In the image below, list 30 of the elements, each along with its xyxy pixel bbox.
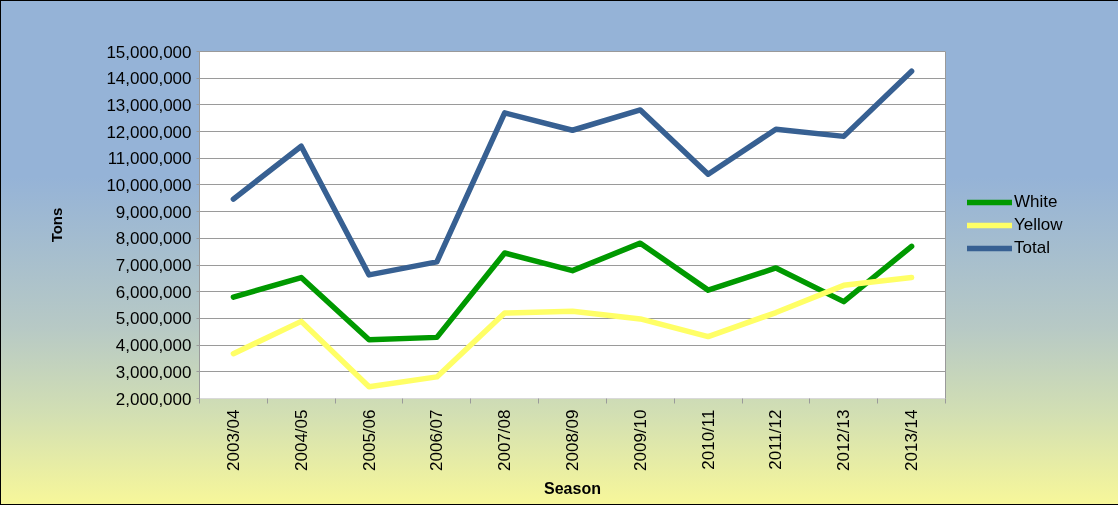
y-tick-label: 10,000,000: [106, 175, 192, 195]
legend-label: White: [1014, 191, 1058, 212]
x-tick-label: 2006/07: [427, 409, 447, 471]
y-tick-label: 8,000,000: [115, 229, 192, 249]
x-tick-label: 2010/11: [698, 409, 718, 470]
y-tick-label: 3,000,000: [115, 362, 192, 382]
y-tick-label: 9,000,000: [115, 202, 192, 222]
x-tick-label: 2004/05: [291, 409, 311, 471]
y-tick-label: 14,000,000: [106, 69, 192, 89]
x-tick-label: 2005/06: [359, 409, 379, 471]
legend-label: Yellow: [1014, 214, 1063, 235]
y-axis-title: Tons: [48, 207, 66, 243]
legend-label: Total: [1014, 237, 1050, 258]
y-tick-label: 7,000,000: [115, 256, 192, 276]
x-tick-label: 2012/13: [834, 409, 854, 471]
x-axis-title: Season: [544, 479, 601, 497]
x-tick-label: 2007/08: [495, 409, 515, 471]
y-tick-label: 15,000,000: [106, 42, 192, 62]
y-tick-label: 6,000,000: [115, 282, 192, 302]
y-tick-label: 11,000,000: [107, 149, 192, 169]
x-tick-label: 2013/14: [902, 409, 922, 471]
y-tick-label: 4,000,000: [115, 336, 192, 356]
x-tick-label: 2003/04: [223, 409, 243, 471]
y-tick-label: 12,000,000: [106, 122, 192, 142]
x-tick-label: 2008/09: [563, 409, 582, 471]
x-tick-label: 2011/12: [766, 409, 786, 470]
x-tick-label: 2009/10: [630, 409, 650, 471]
y-tick-label: 2,000,000: [115, 389, 192, 409]
y-tick-label: 5,000,000: [115, 309, 192, 329]
y-tick-label: 13,000,000: [106, 95, 192, 115]
